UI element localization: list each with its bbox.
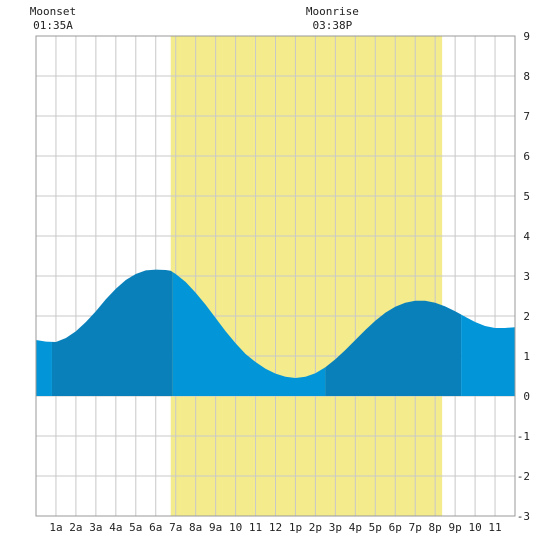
x-tick-label: 10 — [468, 521, 481, 534]
y-tick-label: -1 — [517, 430, 530, 443]
y-tick-label: 1 — [523, 350, 530, 363]
x-tick-label: 9p — [449, 521, 462, 534]
x-tick-label: 2a — [69, 521, 82, 534]
x-tick-label: 3a — [89, 521, 102, 534]
x-tick-label: 10 — [229, 521, 242, 534]
x-tick-label: 6p — [389, 521, 402, 534]
x-tick-label: 8p — [429, 521, 442, 534]
tide-segment-falling — [172, 272, 326, 396]
tide-segment-rising — [325, 300, 462, 396]
tide-segment-falling — [461, 314, 515, 396]
x-tick-label: 5a — [129, 521, 142, 534]
x-tick-label: 1a — [49, 521, 62, 534]
tide-segment-rising — [51, 269, 173, 396]
x-tick-label: 7p — [409, 521, 422, 534]
x-tick-label: 9a — [209, 521, 222, 534]
x-tick-label: 5p — [369, 521, 382, 534]
moon-annotation-label: Moonrise — [306, 5, 359, 18]
tide-segment-falling — [36, 340, 52, 396]
y-tick-label: 9 — [523, 30, 530, 43]
x-tick-label: 6a — [149, 521, 162, 534]
x-tick-label: 12 — [269, 521, 282, 534]
x-tick-label: 11 — [488, 521, 501, 534]
y-tick-label: 6 — [523, 150, 530, 163]
y-tick-label: -3 — [517, 510, 530, 523]
x-tick-label: 8a — [189, 521, 202, 534]
x-tick-label: 4a — [109, 521, 122, 534]
x-tick-label: 2p — [309, 521, 322, 534]
x-tick-label: 3p — [329, 521, 342, 534]
moon-annotation-time: 01:35A — [33, 19, 73, 32]
y-tick-label: 0 — [523, 390, 530, 403]
tide-area — [36, 269, 515, 396]
y-tick-label: 7 — [523, 110, 530, 123]
x-axis-ticks: 1a 2a 3a 4a 5a 6a 7a 8a 9a 10 11 12 1p 2p 3p 4p 5p 6p 7p 8p… — [49, 521, 501, 534]
y-tick-label: 4 — [523, 230, 530, 243]
x-tick-label: 7a — [169, 521, 182, 534]
y-tick-label: 8 — [523, 70, 530, 83]
y-tick-label: 3 — [523, 270, 530, 283]
plot-frame — [35, 35, 516, 517]
moon-annotation-label: Moonset — [30, 5, 76, 18]
y-tick-label: 5 — [523, 190, 530, 203]
y-tick-label: 2 — [523, 310, 530, 323]
y-axis-ticks: -3 -2 -1 0 1 2 3 4 5 6 7 8 9 — [517, 30, 531, 523]
y-tick-label: -2 — [517, 470, 530, 483]
x-tick-label: 11 — [249, 521, 262, 534]
x-tick-label: 4p — [349, 521, 362, 534]
moon-annotation-time: 03:38P — [313, 19, 353, 32]
x-tick-label: 1p — [289, 521, 302, 534]
